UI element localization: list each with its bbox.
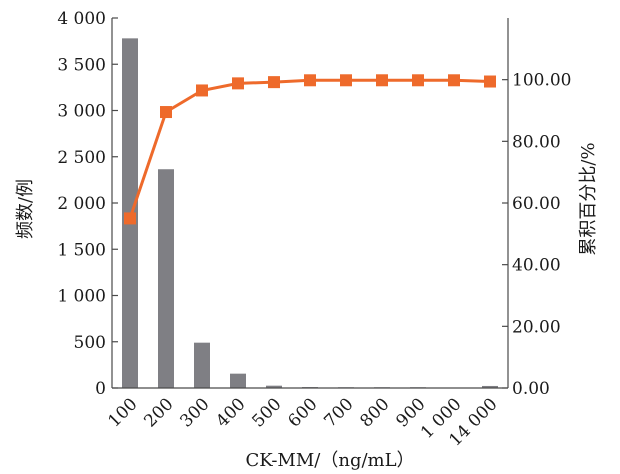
axes: [111, 18, 509, 389]
left-tick-label: 3 000: [57, 102, 106, 122]
cumulative-point: [484, 75, 496, 88]
cumulative-point: [340, 74, 352, 87]
right-tick-label: 60.00: [512, 194, 561, 214]
left-tick-label: 2 500: [57, 148, 106, 168]
x-tick-label: 800: [356, 394, 393, 431]
left-tick-label: 0: [95, 379, 106, 399]
right-axis-title: 累积百分比/%: [578, 142, 599, 255]
left-tick-label: 500: [74, 333, 106, 353]
right-tick-label: 0.00: [512, 379, 550, 399]
x-tick-label: 500: [248, 394, 285, 431]
x-tick-label: 600: [284, 394, 321, 431]
bar: [266, 385, 282, 388]
cumulative-line-series: [124, 74, 496, 225]
left-tick-label: 2 000: [57, 194, 106, 214]
bar: [482, 385, 498, 388]
frequency-bars: [122, 38, 498, 389]
cumulative-point: [412, 74, 424, 87]
x-axis-title: CK-MM/（ng/mL）: [245, 450, 414, 471]
x-tick-label: 200: [140, 394, 177, 431]
left-tick-label: 4 000: [57, 9, 106, 29]
x-tick-label: 300: [176, 394, 213, 431]
x-tick-label: 100: [104, 394, 141, 431]
x-tick-label: 400: [212, 394, 249, 431]
cumulative-point: [124, 212, 136, 225]
cumulative-point: [448, 74, 460, 87]
cumulative-line: [128, 78, 491, 219]
right-tick-label: 80.00: [512, 132, 561, 152]
right-tick-label: 40.00: [512, 256, 561, 276]
cumulative-point: [268, 76, 280, 89]
left-tick-label: 1 500: [57, 240, 106, 260]
cumulative-point: [232, 77, 244, 90]
cumulative-point: [196, 84, 208, 97]
left-tick-label: 1 000: [57, 287, 106, 307]
bar: [194, 342, 210, 388]
left-tick-label: 3 500: [57, 55, 106, 75]
left-axis-title: 频数/例: [15, 179, 36, 239]
right-tick-label: 100.00: [512, 71, 571, 91]
right-axis-ticks: 0.00 20.00 40.00 60.00 80.00 100.00: [502, 71, 571, 399]
right-tick-label: 20.00: [512, 317, 561, 337]
bar: [230, 373, 246, 388]
left-axis-ticks: 0 500 1 000 1 500 2 000 2 500 3 000 3 500 4 000: [57, 9, 118, 399]
cumulative-point: [304, 74, 316, 87]
bar: [158, 169, 174, 388]
cumulative-point: [376, 74, 388, 87]
x-tick-label: 700: [320, 394, 357, 431]
cumulative-point: [160, 106, 172, 119]
